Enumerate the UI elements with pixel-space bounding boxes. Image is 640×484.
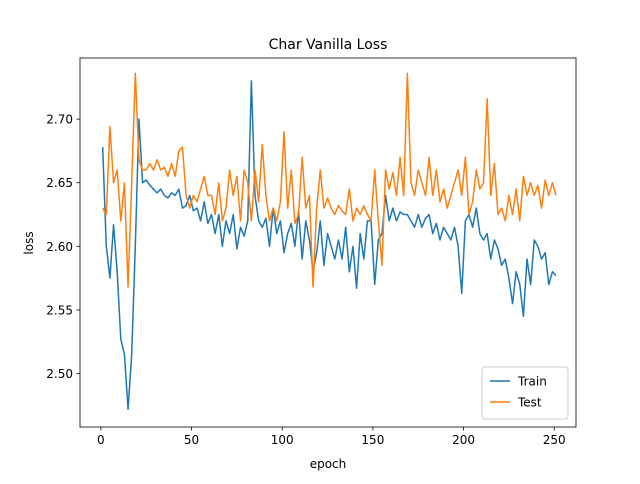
y-tick-label: 2.50: [46, 367, 73, 381]
legend-label: Train: [517, 375, 547, 389]
x-tick-label: 150: [361, 433, 384, 447]
x-tick-label: 200: [452, 433, 475, 447]
y-tick-label: 2.65: [46, 176, 73, 190]
y-tick-label: 2.70: [46, 113, 73, 127]
x-tick-label: 50: [184, 433, 199, 447]
y-tick-label: 2.55: [46, 303, 73, 317]
x-tick-label: 250: [543, 433, 566, 447]
plot-frame: [79, 57, 577, 428]
line-series: [101, 80, 557, 410]
x-tick-label: 0: [97, 433, 105, 447]
x-axis-label: epoch: [310, 457, 347, 471]
chart-title: Char Vanilla Loss: [269, 37, 388, 53]
legend-label: Test: [517, 396, 542, 410]
x-tick-label: 100: [271, 433, 294, 447]
y-tick-label: 2.60: [46, 240, 73, 254]
legend-box: [481, 366, 569, 420]
y-axis-label: loss: [22, 231, 36, 254]
line-series: [102, 72, 557, 288]
